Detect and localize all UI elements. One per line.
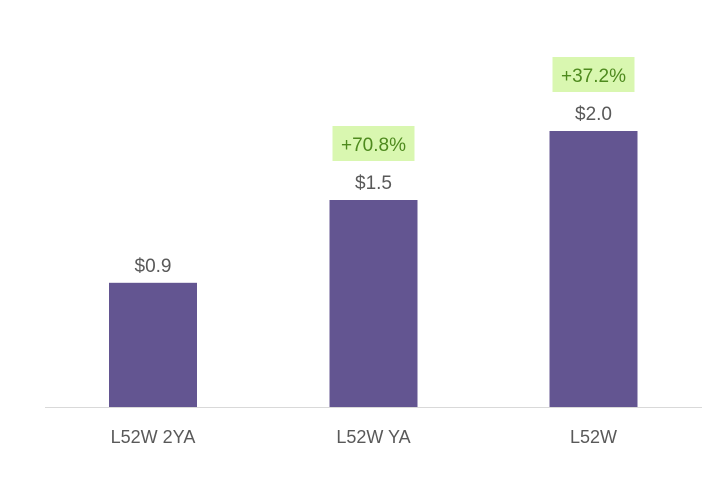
growth-badge-bg-2 [332, 126, 415, 161]
bar-3 [549, 131, 638, 407]
growth-badge-bg-3 [552, 57, 635, 92]
growth-label-3: +37.2% [561, 66, 626, 87]
data-label-3: $2.0 [575, 104, 612, 125]
x-tick-label-3: L52W [570, 427, 617, 447]
x-tick-label-2: L52W YA [336, 427, 410, 447]
x-tick-label-1: L52W 2YA [111, 427, 196, 447]
growth-label-2: +70.8% [341, 135, 406, 156]
bar-2 [329, 200, 418, 407]
data-label-2: $1.5 [355, 173, 392, 194]
bar-1 [109, 282, 197, 407]
data-label-1: $0.9 [135, 256, 172, 277]
